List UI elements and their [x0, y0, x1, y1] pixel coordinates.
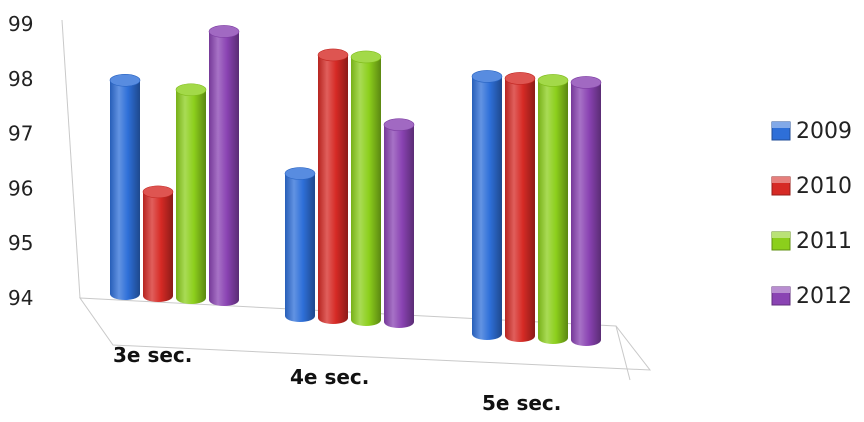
- legend-label: 2009: [796, 119, 852, 144]
- bar-2009-2: [471, 70, 503, 340]
- y-axis-ticks: 94 95 96 97 98 99: [8, 12, 33, 310]
- bar-body: [384, 124, 414, 328]
- bar-2010-0: [142, 185, 174, 302]
- bar-body: [505, 78, 535, 342]
- bar-top: [208, 25, 240, 38]
- legend-item-2011: 2011: [771, 229, 852, 254]
- y-tick-label: 99: [8, 12, 33, 36]
- chart-axes: [61, 19, 652, 381]
- bar-body: [143, 191, 173, 302]
- legend-item-2010: 2010: [771, 174, 852, 199]
- bar-2009-0: [109, 73, 141, 300]
- legend-label: 2012: [796, 284, 852, 309]
- bar-2011-0: [175, 83, 207, 304]
- bar-body: [351, 56, 381, 327]
- legend-label: 2011: [796, 229, 852, 254]
- bar-body: [209, 31, 239, 306]
- bar-2012-2: [570, 76, 602, 346]
- category-label: 3e sec.: [113, 343, 192, 367]
- legend-item-2009: 2009: [771, 119, 852, 144]
- bar-top: [570, 76, 602, 89]
- bar-top: [317, 48, 349, 62]
- chart-legend: 2009 2010 2011 2012: [771, 119, 852, 309]
- bar-top: [142, 185, 174, 199]
- bar-2011-2: [537, 74, 569, 344]
- legend-swatch-highlight: [772, 122, 790, 128]
- bar-top: [284, 167, 316, 180]
- legend-swatch-highlight: [772, 287, 790, 293]
- x-axis-categories: 3e sec. 4e sec. 5e sec.: [113, 343, 561, 415]
- x-axis-end-line: [615, 325, 631, 381]
- bar-body: [285, 173, 315, 322]
- bar-2010-1: [317, 48, 349, 325]
- legend-swatch-highlight: [772, 232, 790, 238]
- bar-top: [471, 70, 503, 83]
- bar-top: [537, 74, 569, 87]
- bar-body: [571, 82, 601, 346]
- bar-top: [350, 50, 382, 64]
- y-tick-label: 94: [8, 286, 33, 310]
- bar-2012-1: [383, 118, 415, 328]
- bar-top: [175, 83, 207, 97]
- category-label: 5e sec.: [482, 391, 561, 415]
- bar-body: [110, 80, 140, 300]
- bar-body: [472, 76, 502, 340]
- bar-top: [504, 72, 536, 85]
- bar-2009-1: [284, 167, 316, 322]
- category-label: 4e sec.: [290, 365, 369, 389]
- bar-top: [383, 118, 415, 132]
- bar-body: [176, 89, 206, 304]
- legend-swatch-highlight: [772, 177, 790, 183]
- y-tick-label: 97: [8, 122, 33, 146]
- y-tick-label: 95: [8, 231, 33, 255]
- bar-2012-0: [208, 25, 240, 306]
- floor-outline: [79, 297, 652, 371]
- bar-body: [318, 54, 348, 325]
- legend-item-2012: 2012: [771, 284, 852, 309]
- chart-bars: [109, 25, 602, 346]
- legend-label: 2010: [796, 174, 852, 199]
- y-axis-line: [61, 19, 81, 299]
- y-tick-label: 96: [8, 176, 33, 200]
- bar-top: [109, 73, 141, 87]
- bar-2010-2: [504, 72, 536, 342]
- y-tick-label: 98: [8, 67, 33, 91]
- bar-body: [538, 80, 568, 344]
- bar-2011-1: [350, 50, 382, 327]
